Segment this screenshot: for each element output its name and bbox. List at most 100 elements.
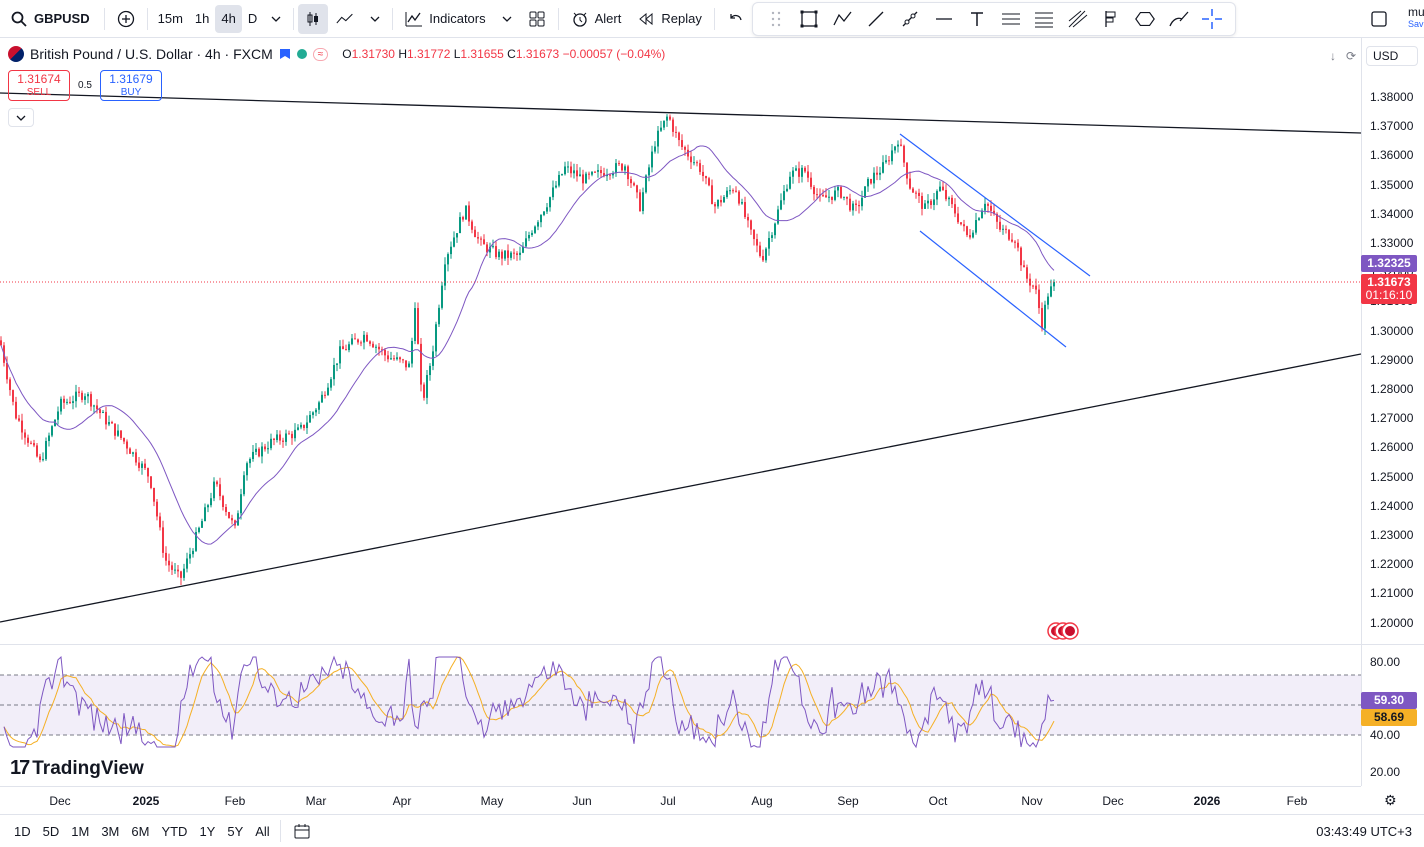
candle	[939, 181, 941, 192]
range-5d-button[interactable]: 5D	[42, 823, 60, 839]
candle	[288, 430, 290, 435]
upper-trendline[interactable]	[0, 92, 1361, 134]
candle	[879, 166, 881, 181]
range-1m-button[interactable]: 1M	[71, 823, 90, 839]
goto-date-button[interactable]	[285, 812, 319, 847]
refresh-icon[interactable]: ⟳	[1345, 49, 1356, 63]
chart-settings-gear-icon[interactable]: ⚙	[1384, 792, 1397, 808]
candle	[267, 441, 269, 454]
text-tool[interactable]	[966, 8, 988, 30]
candle	[1026, 264, 1028, 283]
range-ytd-button[interactable]: YTD	[161, 823, 188, 839]
indicators-button[interactable]: Indicators	[397, 0, 493, 38]
indicators-dropdown[interactable]	[494, 0, 520, 38]
flag-position-icon	[1105, 11, 1116, 27]
interval-dropdown[interactable]	[263, 0, 289, 38]
crosshair-tool[interactable]	[1201, 8, 1223, 30]
interval-4h[interactable]: 4h	[215, 4, 242, 33]
range-3m-button[interactable]: 3M	[101, 823, 120, 839]
candle	[105, 406, 107, 430]
candle	[30, 440, 32, 445]
candle	[456, 233, 458, 243]
candle	[324, 391, 326, 399]
chart-type-dropdown[interactable]	[362, 0, 388, 38]
candle	[123, 437, 125, 445]
sell-button[interactable]: 1.31674 SELL	[8, 70, 70, 101]
compare-symbol-button[interactable]	[109, 0, 143, 38]
time-tick-label: Nov	[1021, 794, 1043, 808]
candle	[348, 341, 350, 353]
candle	[828, 189, 830, 203]
candle	[240, 488, 242, 520]
ellipse-tool[interactable]	[1134, 8, 1156, 30]
candles-chart-type-button[interactable]	[298, 3, 329, 34]
candle	[45, 437, 47, 461]
candle	[1005, 225, 1007, 234]
search-icon	[11, 11, 27, 27]
candle	[1008, 229, 1010, 241]
rsi-tick-label: 40.00	[1370, 728, 1401, 742]
symbol-search[interactable]: GBPUSD	[0, 4, 100, 34]
pitchfork-tool[interactable]	[1067, 8, 1089, 30]
plus-circle-icon	[117, 10, 134, 27]
horizontal-line-tool[interactable]	[933, 8, 955, 30]
long-position-tool[interactable]	[1100, 8, 1122, 30]
scroll-down-icon[interactable]: ↓	[1329, 49, 1336, 63]
utc-clock[interactable]: 03:43:49 UTC+3	[1316, 824, 1412, 839]
interval-d[interactable]: D	[247, 11, 258, 26]
separator	[103, 7, 105, 30]
interval-15m[interactable]: 15m	[157, 11, 183, 26]
rewind-icon	[639, 12, 653, 25]
candle	[201, 518, 203, 528]
price-axis[interactable]: 1.38000 1.37000 1.36000 1.35000 1.34000 1.330…	[1361, 38, 1424, 644]
alert-button[interactable]: Alert	[563, 0, 630, 38]
buy-button[interactable]: 1.31679 BUY	[100, 70, 162, 101]
rectangle-tool[interactable]	[798, 8, 820, 30]
trend-line-tool[interactable]	[865, 8, 887, 30]
undo-button[interactable]	[719, 0, 753, 38]
trend-line-icon	[869, 11, 884, 27]
time-axis[interactable]: Dec 2025 Feb Mar Apr May Jun Jul Aug Sep Oct Nov Dec…	[0, 786, 1361, 814]
candle	[231, 514, 233, 525]
candle	[1002, 224, 1004, 235]
candle	[171, 561, 173, 576]
price-tick-label: 1.29000	[1370, 352, 1414, 367]
drag-handle[interactable]	[765, 8, 787, 30]
range-all-button[interactable]: All	[255, 823, 270, 839]
path-tool[interactable]	[832, 8, 854, 30]
channel-lower-line[interactable]	[919, 230, 1067, 348]
candle	[120, 430, 122, 440]
grid-icon	[529, 11, 545, 26]
layout-button[interactable]	[1362, 0, 1396, 38]
currency-select[interactable]: USD	[1366, 46, 1418, 66]
ma-price-tag: 1.32325	[1361, 255, 1417, 272]
channel-upper-line[interactable]	[899, 133, 1091, 277]
interval-1h[interactable]: 1h	[194, 11, 210, 26]
legend-collapse-button[interactable]	[8, 108, 34, 127]
economic-events-icon[interactable]	[1047, 622, 1079, 640]
fib-retracement-tool[interactable]	[1033, 8, 1055, 30]
parallel-channel-tool[interactable]	[1000, 8, 1022, 30]
candle	[600, 166, 602, 179]
ray-tool[interactable]	[899, 8, 921, 30]
candle	[504, 250, 506, 261]
line-chart-type-button[interactable]	[328, 0, 362, 38]
moving-average-line	[0, 145, 1055, 545]
price-chart[interactable]	[0, 38, 1361, 644]
user-menu[interactable]: mu Sav	[1408, 6, 1424, 30]
pane-divider[interactable]	[0, 644, 1424, 645]
range-6m-button[interactable]: 6M	[131, 823, 150, 839]
candle	[33, 439, 35, 448]
separator	[293, 7, 295, 30]
range-1d-button[interactable]: 1D	[14, 823, 31, 839]
indicators-label: Indicators	[429, 11, 486, 26]
candle	[81, 390, 83, 403]
last-price-value: 1.31673	[1367, 275, 1411, 289]
lower-trendline[interactable]	[0, 353, 1361, 623]
templates-button[interactable]	[520, 0, 554, 38]
replay-button[interactable]: Replay	[629, 0, 709, 38]
range-1y-button[interactable]: 1Y	[199, 823, 216, 839]
range-5y-button[interactable]: 5Y	[227, 823, 244, 839]
brush-tool[interactable]	[1168, 8, 1190, 30]
rsi-pane[interactable]	[0, 645, 1361, 786]
